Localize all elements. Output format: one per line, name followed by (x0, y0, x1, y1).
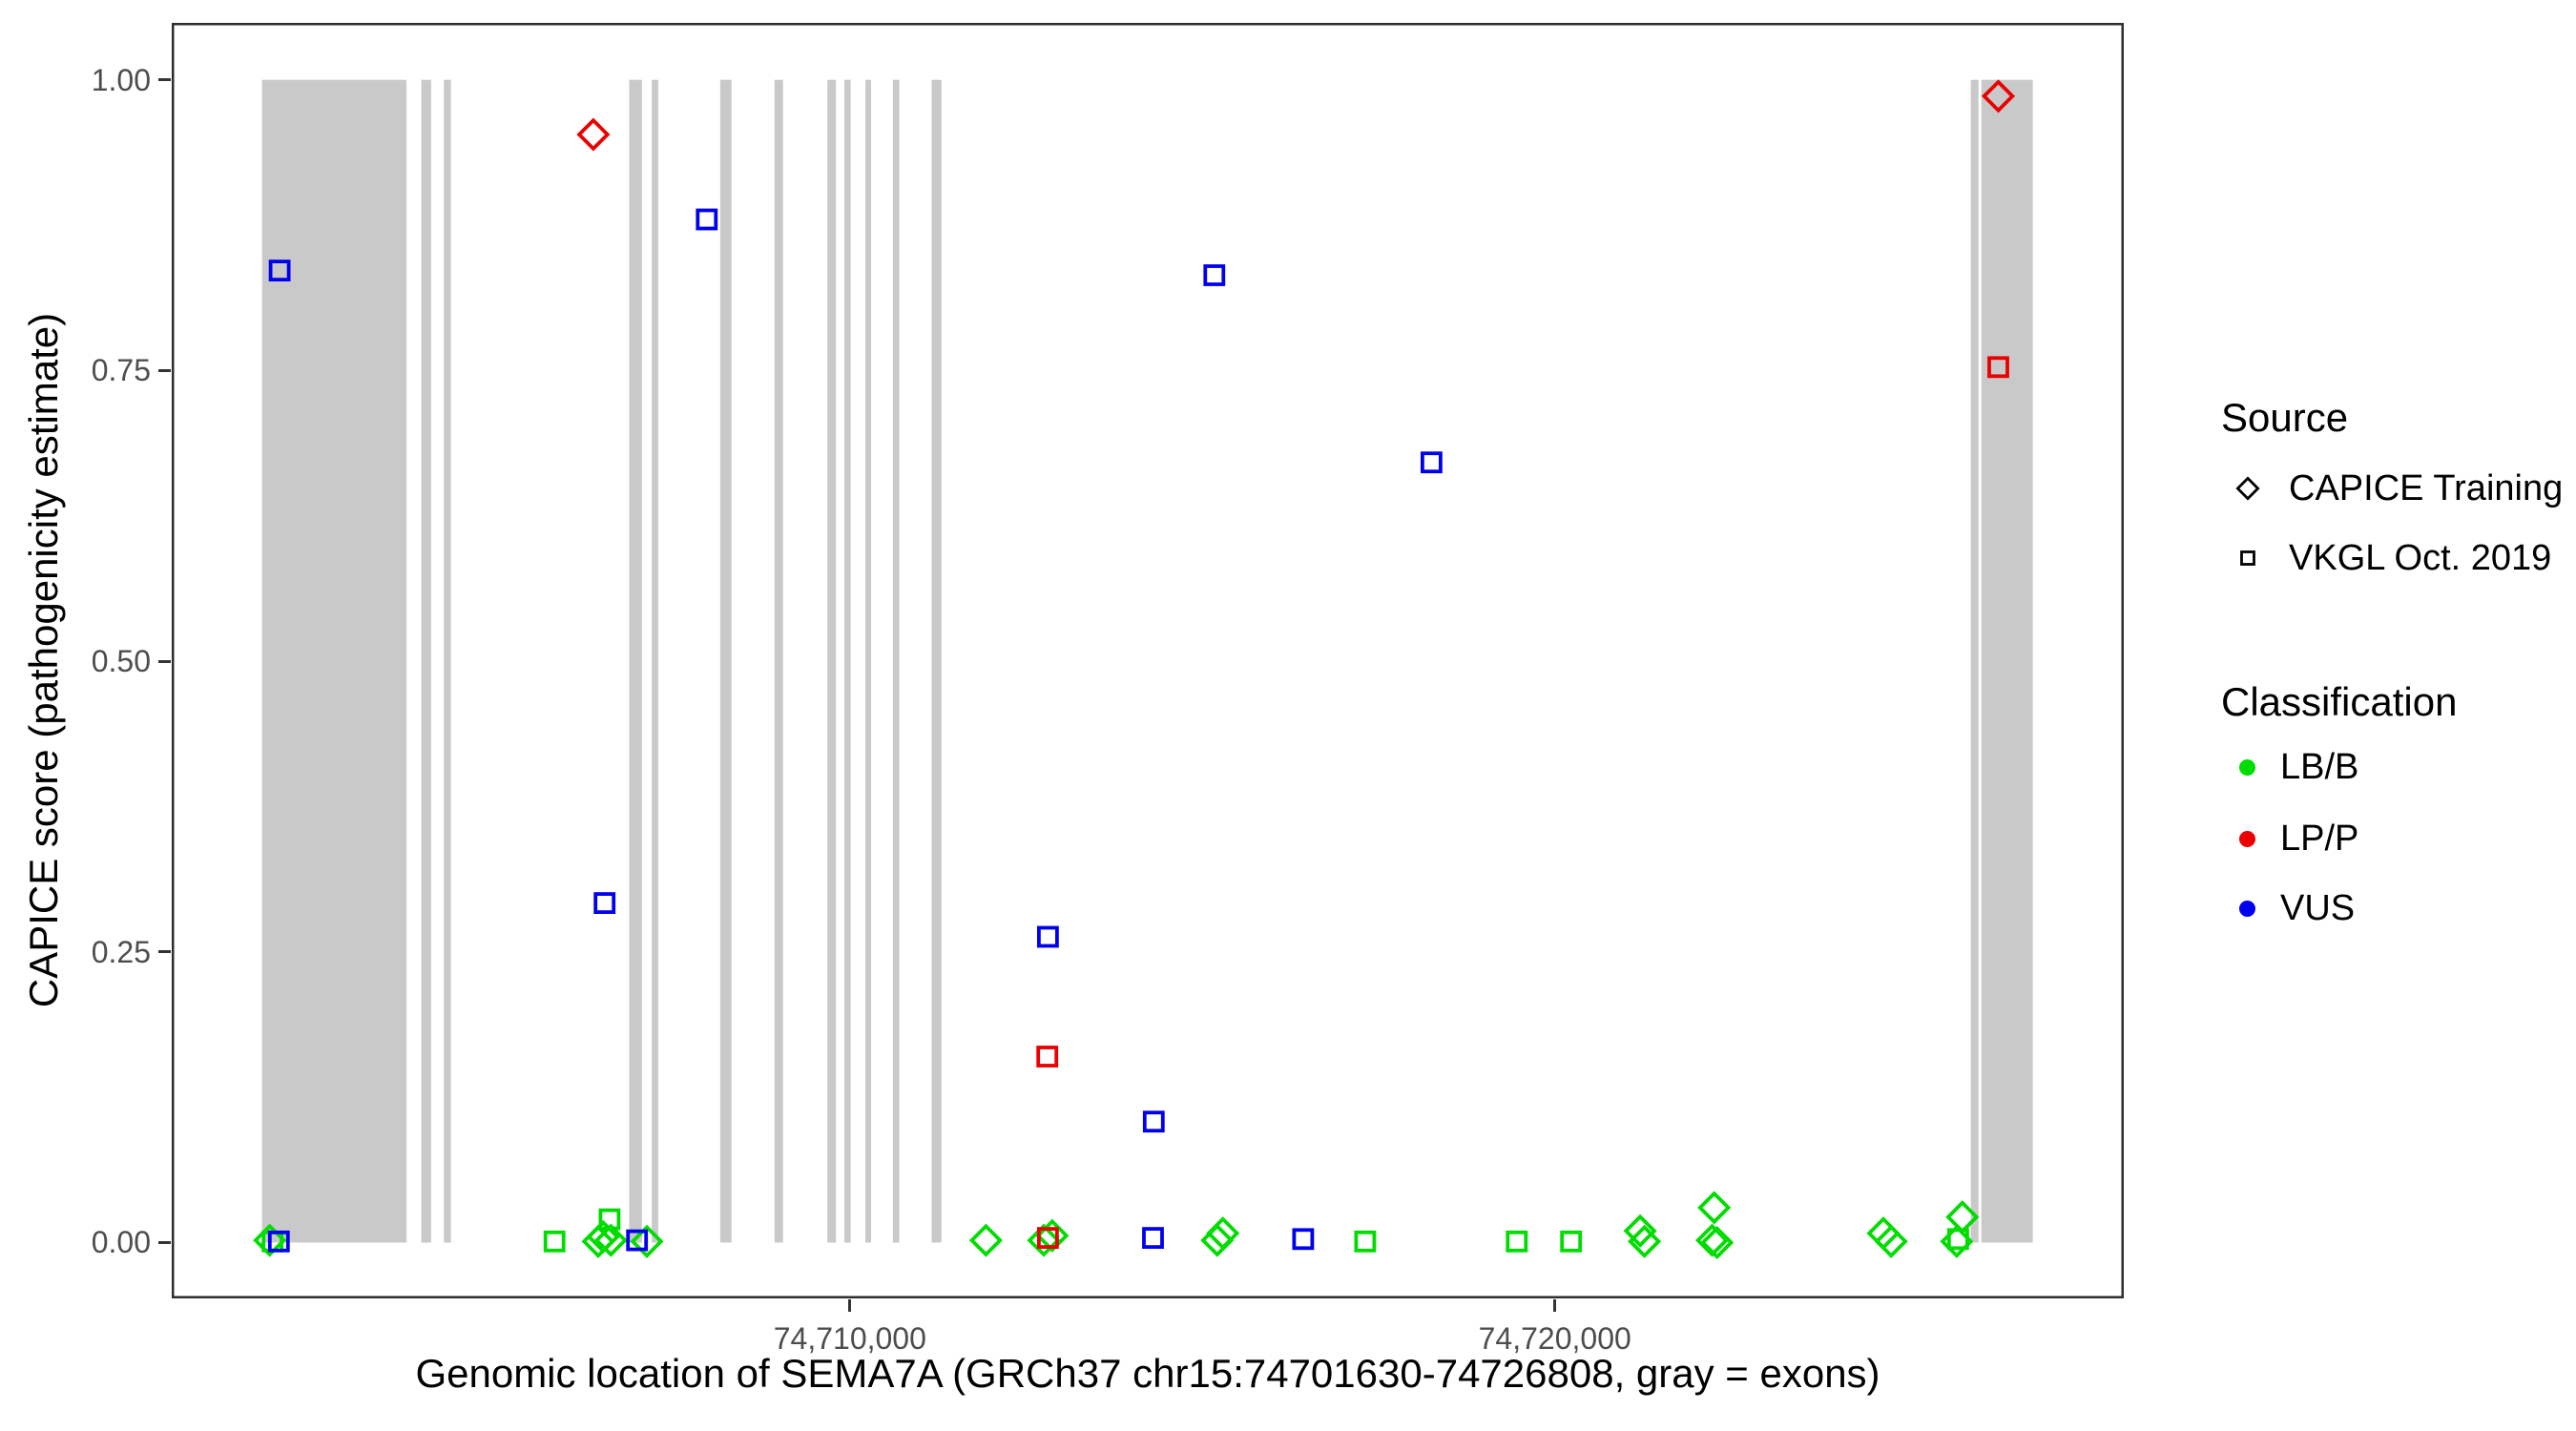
data-point-diamond (1874, 1224, 1908, 1258)
exon-bar (827, 79, 837, 1243)
data-point-diamond (593, 1223, 628, 1257)
plot-panel (172, 23, 2124, 1298)
data-point-square (1560, 1230, 1583, 1253)
data-point-square (696, 208, 718, 231)
y-tick-mark (158, 950, 171, 954)
y-tick-label: 1.00 (91, 62, 151, 97)
legend-item-label: VKGL Oct. 2019 (2289, 537, 2552, 578)
data-point-square (1142, 1110, 1165, 1133)
y-tick-mark (158, 368, 171, 372)
data-point-square (543, 1230, 566, 1253)
legend-item-lpp: LP/P (2232, 816, 2358, 861)
legend-item-label: LB/B (2280, 746, 2359, 787)
legend-item-vus: VUS (2232, 885, 2355, 931)
data-point-diamond (1206, 1216, 1240, 1251)
data-point-diamond (1694, 1223, 1730, 1257)
data-point-square (1947, 1228, 1969, 1251)
x-tick-label: 74,720,000 (1478, 1321, 1631, 1356)
data-point-square (593, 892, 616, 914)
legend-item-label: LP/P (2280, 818, 2359, 859)
exon-bar (421, 79, 431, 1243)
exon-bar (719, 79, 732, 1243)
data-point-diamond (576, 117, 611, 152)
exon-bar (652, 79, 658, 1243)
data-point-diamond (1628, 1224, 1662, 1258)
data-point-diamond (1700, 1225, 1735, 1260)
y-tick-mark (158, 659, 171, 663)
data-point-square (1037, 925, 1059, 948)
data-point-square (1203, 264, 1226, 286)
x-tick-mark (1553, 1299, 1557, 1312)
panel-border (172, 23, 2124, 1298)
data-point-diamond (1697, 1191, 1732, 1225)
data-point-square (1037, 1227, 1059, 1249)
exon-bar (931, 79, 942, 1243)
data-point-square (1987, 356, 2009, 379)
x-tick-label: 74,710,000 (773, 1321, 926, 1356)
data-point-square (1506, 1230, 1528, 1253)
y-tick-label: 0.75 (91, 353, 151, 388)
lpp-dot-icon (2239, 830, 2255, 847)
exon-bar (865, 79, 871, 1243)
exon-bar (892, 79, 900, 1243)
exon-bar (261, 79, 407, 1243)
data-point-square (1292, 1228, 1315, 1251)
data-point-square (268, 259, 291, 282)
data-point-square (1036, 1046, 1059, 1068)
data-point-diamond (968, 1223, 1003, 1257)
data-point-square (1421, 451, 1443, 474)
data-point-diamond (1945, 1200, 1980, 1234)
x-axis-title: Genomic location of SEMA7A (GRCh37 chr15… (415, 1351, 1880, 1396)
data-point-square (1142, 1227, 1164, 1249)
y-tick-label: 0.25 (91, 934, 151, 969)
vus-dot-icon (2239, 900, 2255, 917)
legend-source-title: Source (2221, 395, 2349, 440)
exon-bar (629, 79, 642, 1243)
diamond-icon (2235, 476, 2260, 501)
lbb-dot-icon (2239, 758, 2255, 776)
legend-item-lbb: LB/B (2232, 744, 2358, 790)
exon-bar (774, 79, 783, 1243)
x-tick-mark (848, 1299, 852, 1312)
legend-item-label: CAPICE Training (2289, 467, 2564, 508)
data-point-square (1354, 1230, 1377, 1253)
legend-item-capice-training: CAPICE Training (2232, 466, 2563, 511)
y-tick-label: 0.00 (91, 1225, 151, 1260)
exon-bar (1970, 79, 1979, 1243)
exon-bar (444, 79, 451, 1243)
legend-item-label: VUS (2280, 887, 2356, 928)
data-point-diamond (1981, 79, 2016, 114)
legend-classification-title: Classification (2221, 679, 2458, 724)
legend-item-vkgl: VKGL Oct. 2019 (2232, 535, 2551, 581)
exon-bar (843, 79, 851, 1243)
square-icon (2240, 550, 2255, 566)
data-point-square (267, 1230, 290, 1253)
data-point-square (626, 1229, 649, 1252)
data-point-square (598, 1208, 621, 1231)
y-tick-mark (158, 1240, 171, 1244)
y-tick-mark (158, 78, 171, 82)
y-tick-label: 0.50 (91, 644, 151, 679)
exon-bar (1981, 79, 2033, 1243)
